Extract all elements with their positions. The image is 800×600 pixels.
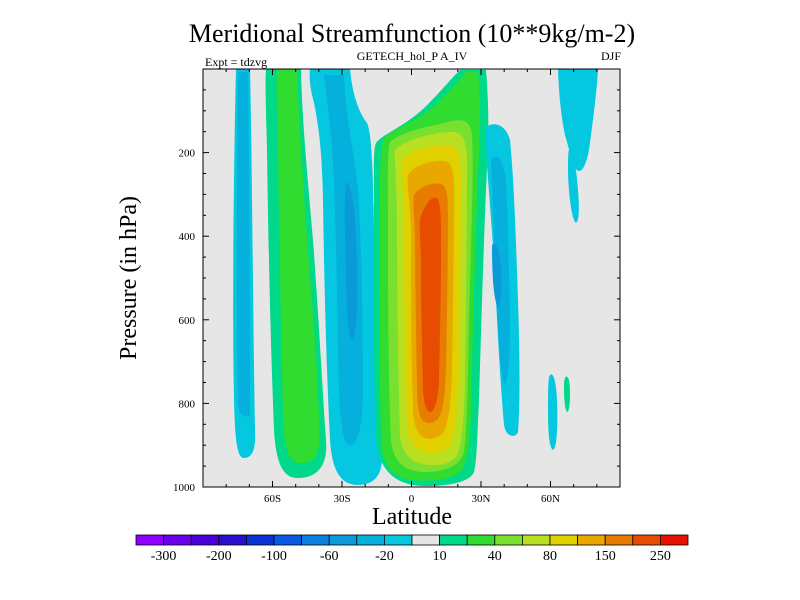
x-tick-label: 0 <box>409 493 415 505</box>
x-axis-ticks: 60S 30S 0 30N 60N <box>202 69 621 505</box>
x-tick-label: 30N <box>472 493 491 505</box>
colorbar-label: -20 <box>375 549 394 564</box>
nh-cell-75N-tail <box>568 150 579 223</box>
nh-cell-75N-lower2 <box>564 376 570 412</box>
y-tick-label: 1000 <box>173 482 196 494</box>
experiment-label: Expt = tdzvg <box>205 55 267 69</box>
colorbar-swatch <box>328 534 358 546</box>
colorbar-swatch <box>549 534 579 546</box>
colorbar-label: -300 <box>151 549 177 564</box>
colorbar-swatch <box>494 534 523 546</box>
colorbar-label: 250 <box>650 549 671 564</box>
nh-cell-75N-outer <box>558 69 598 171</box>
colorbar-swatch <box>466 534 496 546</box>
colorbar-swatch <box>660 534 689 546</box>
colorbar-swatch <box>273 534 303 546</box>
season-label: DJF <box>601 49 621 63</box>
colorbar-swatch <box>577 534 606 546</box>
y-tick-label: 200 <box>179 148 196 160</box>
colorbar-swatch <box>218 534 247 546</box>
y-axis-ticks: 200 400 600 800 1000 <box>173 68 620 494</box>
colorbar-swatch <box>632 534 661 546</box>
sh-cell-65S-inner <box>236 72 250 417</box>
y-tick-label: 400 <box>179 231 196 243</box>
colorbar-swatch <box>301 534 330 546</box>
colorbar-swatch <box>135 534 165 546</box>
contour-fields <box>233 69 598 486</box>
colorbar: -300 -200 -100 -60 -20 10 40 80 150 250 <box>135 534 689 564</box>
sh-cell-30S-core <box>344 182 358 341</box>
y-tick-label: 800 <box>179 398 196 410</box>
colorbar-label: -200 <box>206 549 232 564</box>
chart-subtitle: GETECH_hol_P A_IV <box>357 49 468 63</box>
y-tick-label: 600 <box>179 315 196 327</box>
colorbar-label: 40 <box>488 549 502 564</box>
colorbar-swatch <box>439 534 468 546</box>
colorbar-swatch <box>190 534 220 546</box>
colorbar-swatch <box>411 534 441 546</box>
x-tick-label: 60S <box>264 493 281 505</box>
x-tick-label: 60N <box>541 493 560 505</box>
nh-cell-30N-core <box>492 243 502 308</box>
chart-title: Meridional Streamfunction (10**9kg/m-2) <box>189 19 635 48</box>
colorbar-label: -60 <box>320 549 339 564</box>
colorbar-swatch <box>245 534 275 546</box>
colorbar-label: -100 <box>261 549 287 564</box>
colorbar-swatch <box>522 534 551 546</box>
sh-cell-48S-inner <box>276 69 320 464</box>
x-tick-label: 30S <box>333 493 350 505</box>
nh-cell-75N-lower <box>548 374 558 450</box>
colorbar-swatch <box>163 534 192 546</box>
colorbar-swatch <box>356 534 385 546</box>
colorbar-label: 80 <box>543 549 557 564</box>
y-axis-title: Pressure (in hPa) <box>116 196 142 360</box>
hadley-l18 <box>419 197 441 413</box>
colorbar-label: 150 <box>595 549 616 564</box>
colorbar-swatch <box>604 534 634 546</box>
sh-cell-30S-mid <box>324 75 363 445</box>
x-axis-title: Latitude <box>372 504 452 530</box>
colorbar-swatch <box>383 534 413 546</box>
colorbar-label: 10 <box>433 549 447 564</box>
